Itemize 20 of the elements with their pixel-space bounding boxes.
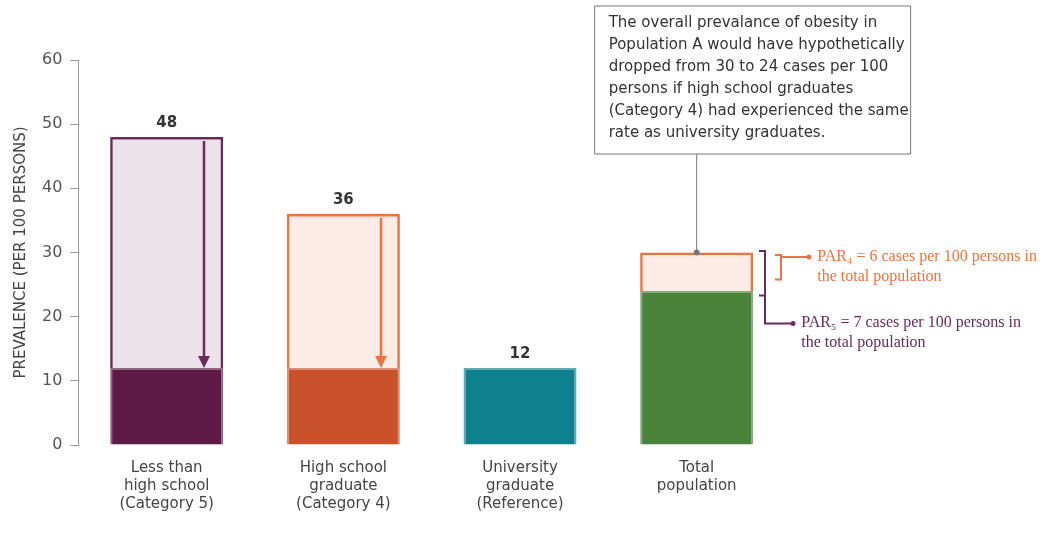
total-label: 12	[509, 343, 531, 362]
y-tick-label: 50	[42, 113, 63, 133]
x-tick-label: High school graduate (Category 4)	[296, 457, 391, 512]
x-tick-label: University graduate (Reference)	[476, 457, 564, 512]
y-tick-label: 20	[42, 305, 63, 325]
y-tick-label: 0	[52, 434, 63, 454]
bar	[640, 252, 754, 291]
y-tick-label: 40	[42, 177, 63, 197]
total-label: 48	[156, 112, 178, 131]
bar	[286, 214, 400, 368]
y-tick-label: 30	[42, 241, 63, 261]
x-tick-label: Less than high school (Category 5)	[119, 457, 214, 512]
x-tick-label: Total population	[656, 457, 737, 494]
text: PAR₄ = 6 cases per 100 persons in the total population	[817, 246, 1037, 285]
y-tick-label: 10	[42, 369, 63, 389]
text: PAR₅ = 7 cases per 100 persons in the total population	[801, 313, 1021, 352]
y-tick-label: 60	[42, 49, 63, 69]
annotation: The overall prevalance of obesity in Population A would have hypothetically dropped from 30 to 24 cases per 100 persons if high school graduates (Category 4) had experienced the same rate as university graduates.	[607, 13, 909, 142]
total-label: 36	[332, 189, 354, 208]
y-axis-title: PREVALENCE (PER 100 PERSONS)	[10, 126, 29, 379]
